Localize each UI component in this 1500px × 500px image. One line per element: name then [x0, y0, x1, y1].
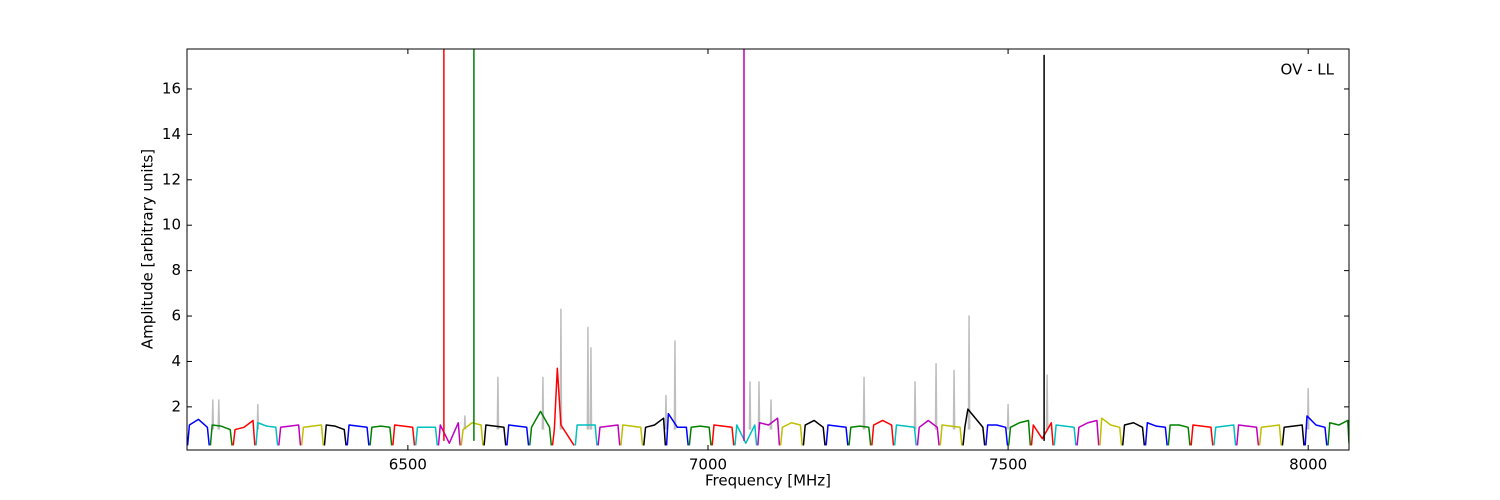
series-line: [1190, 424, 1214, 446]
series-line: [893, 424, 917, 446]
series-line: [916, 419, 940, 446]
annotation: OV - LL: [1281, 61, 1335, 79]
series-line: [437, 422, 461, 446]
series-line: [574, 424, 598, 446]
series-line: [392, 424, 416, 446]
series-line: [255, 422, 279, 446]
series-line: [1030, 422, 1054, 446]
y-tick-label: 14: [162, 125, 181, 143]
x-axis-label: Frequency [MHz]: [705, 472, 831, 490]
series-line: [1258, 424, 1282, 446]
plot-area: [187, 49, 1349, 446]
series-line: [1076, 419, 1100, 446]
series-line: [643, 417, 667, 446]
series-line: [1007, 419, 1032, 446]
series-line: [871, 419, 895, 446]
series-line: [597, 424, 621, 446]
series-line: [1281, 424, 1305, 446]
series-line: [414, 426, 439, 446]
series-line: [278, 424, 302, 446]
y-axis-label: Amplitude [arbitrary units]: [139, 149, 157, 349]
series-line: [939, 424, 963, 446]
series-line: [779, 422, 803, 446]
series-line: [211, 308, 1310, 430]
x-tick-label: 8000: [1289, 456, 1327, 474]
series-line: [985, 424, 1009, 446]
series-line: [1213, 424, 1237, 446]
x-tick-label: 6500: [389, 456, 427, 474]
series-line: [528, 410, 553, 446]
series-line: [1144, 422, 1168, 446]
series-line: [1099, 417, 1123, 446]
series-line: [506, 424, 530, 446]
y-tick-label: 2: [171, 397, 181, 415]
series-line: [620, 424, 644, 446]
y-tick-label: 4: [171, 352, 181, 370]
series-line: [551, 367, 575, 446]
series-line: [1167, 424, 1191, 446]
series-line: [825, 424, 849, 446]
series-line: [1236, 424, 1260, 446]
series-line: [1053, 424, 1077, 446]
series-line: [734, 424, 758, 446]
series-line: [962, 408, 986, 446]
series-line: [757, 417, 781, 446]
series-line: [1304, 415, 1328, 446]
series-line: [460, 422, 484, 446]
axes-frame: [186, 48, 1350, 451]
series-line: [711, 424, 735, 446]
x-tick-label: 7500: [989, 456, 1027, 474]
series-line: [1121, 422, 1146, 446]
y-tick-label: 8: [171, 261, 181, 279]
series-line: [1327, 419, 1349, 446]
series-line: [688, 425, 712, 446]
series-line: [483, 424, 507, 446]
series-line: [323, 424, 347, 446]
series-line: [848, 425, 872, 446]
series-line: [187, 418, 210, 446]
series-line: [232, 419, 256, 446]
series-line: [209, 424, 233, 446]
y-tick-label: 6: [171, 307, 181, 325]
series-line: [802, 419, 826, 446]
y-tick-label: 10: [162, 216, 181, 234]
y-tick-label: 16: [162, 79, 181, 97]
x-tick-label: 7000: [689, 456, 727, 474]
series-line: [665, 412, 689, 446]
series-line: [369, 425, 393, 446]
y-tick-label: 12: [162, 170, 181, 188]
series-line: [300, 424, 324, 446]
series-line: [346, 424, 370, 446]
